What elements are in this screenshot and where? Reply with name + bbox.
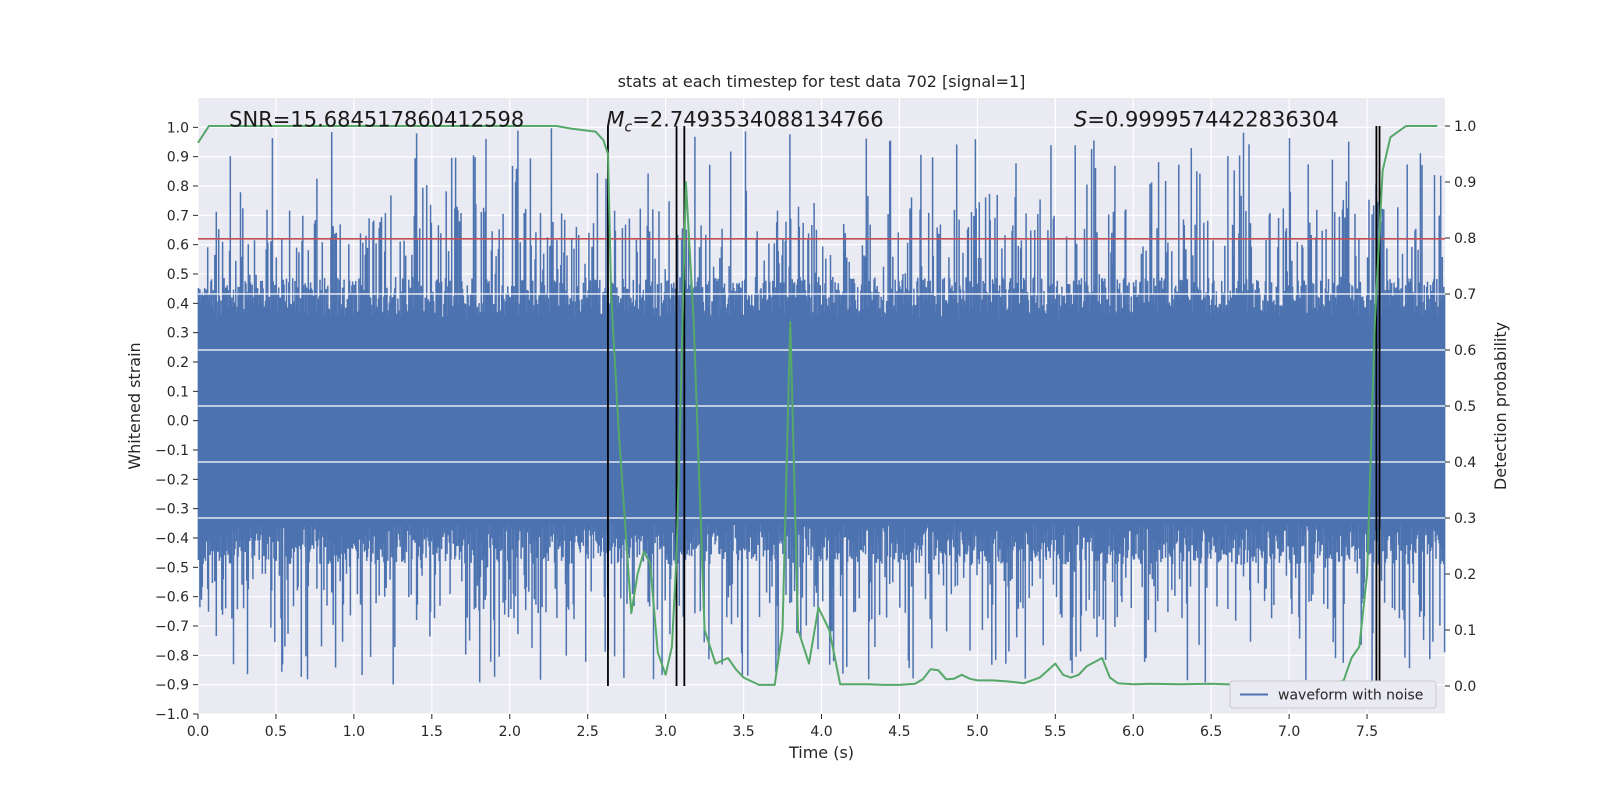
y-left-tick-label: 0.2: [167, 355, 189, 371]
chirp-mass-annotation: Mc=2.7493534088134766: [606, 108, 883, 136]
x-tick-label: 3.5: [732, 724, 754, 740]
s-symbol: S: [1074, 108, 1087, 132]
x-tick-label: 7.0: [1278, 724, 1300, 740]
x-tick-label: 1.5: [421, 724, 443, 740]
mc-value: =2.7493534088134766: [632, 108, 883, 132]
y-right-tick-label: 0.7: [1454, 287, 1476, 303]
y-axis-left-label: Whitened strain: [125, 342, 144, 469]
x-tick-label: 4.0: [810, 724, 832, 740]
x-tick-label: 3.0: [654, 724, 676, 740]
x-axis-label: Time (s): [788, 743, 854, 762]
x-tick-label: 6.5: [1200, 724, 1222, 740]
legend: waveform with noise: [1229, 680, 1437, 709]
waveform-line: [197, 128, 1446, 685]
x-tick-label: 0.5: [265, 724, 287, 740]
y-left-tick-label: 0.5: [167, 267, 189, 283]
y-left-tick-label: −0.1: [155, 443, 189, 459]
y-right-tick-label: 1.0: [1454, 119, 1476, 135]
y-left-tick-label: −0.3: [155, 502, 189, 518]
y-right-tick-label: 0.2: [1454, 567, 1476, 583]
y-left-tick-label: −0.4: [155, 531, 189, 547]
y-left-tick-label: −0.9: [155, 678, 189, 694]
y-left-tick-label: −0.7: [155, 619, 189, 635]
chart-title: stats at each timestep for test data 702…: [618, 72, 1026, 91]
legend-label-waveform: waveform with noise: [1278, 688, 1423, 704]
y-right-tick-label: 0.3: [1454, 511, 1476, 527]
y-left-tick-label: −0.6: [155, 590, 189, 606]
y-right-tick-label: 0.5: [1454, 399, 1476, 415]
y-right-tick-label: 0.4: [1454, 455, 1476, 471]
x-tick-label: 0.0: [187, 724, 209, 740]
overlay-lines: [198, 126, 1445, 686]
score-annotation: S=0.9999574422836304: [1074, 108, 1339, 132]
mc-symbol: M: [606, 108, 624, 132]
y-right-tick-label: 0.1: [1454, 623, 1476, 639]
x-tick-label: 6.0: [1122, 724, 1144, 740]
y-left-tick-label: 0.1: [167, 384, 189, 400]
y-left-tick-label: 0.6: [167, 238, 189, 254]
y-left-tick-label: 0.3: [167, 326, 189, 342]
x-tick-label: 7.5: [1356, 724, 1378, 740]
y-axis-right-label: Detection probability: [1491, 322, 1510, 490]
x-tick-label: 1.0: [343, 724, 365, 740]
y-right-tick-label: 0.6: [1454, 343, 1476, 359]
s-value: =0.9999574422836304: [1087, 108, 1338, 132]
x-tick-label: 5.5: [1044, 724, 1066, 740]
x-tick-label: 2.0: [499, 724, 521, 740]
y-left-tick-label: 0.9: [167, 150, 189, 166]
x-tick-label: 2.5: [577, 724, 599, 740]
y-right-tick-label: 0.8: [1454, 231, 1476, 247]
y-left-tick-label: −0.2: [155, 472, 189, 488]
y-left-tick-label: 0.4: [167, 296, 189, 312]
x-tick-label: 5.0: [966, 724, 988, 740]
axes-ticks: 0.0 0.5 1.0 1.5 2.0 2.5 3.0 3.5 4.0 4.5 5.0 5.5 6.0 6…: [155, 119, 1476, 740]
waveform-series: [197, 128, 1446, 685]
y-right-tick-label: 0.9: [1454, 175, 1476, 191]
y-left-tick-label: −0.5: [155, 560, 189, 576]
legend-box: [1229, 680, 1437, 709]
y-left-tick-label: −0.8: [155, 648, 189, 664]
y-left-tick-label: 1.0: [167, 120, 189, 136]
y-left-tick-label: −1.0: [155, 707, 189, 723]
y-left-tick-label: 0.7: [167, 208, 189, 224]
x-tick-label: 4.5: [888, 724, 910, 740]
mc-subscript: c: [625, 120, 633, 136]
y-right-tick-label: 0.0: [1454, 679, 1476, 695]
y-left-tick-label: 0.8: [167, 179, 189, 195]
y-left-tick-label: 0.0: [167, 414, 189, 430]
snr-annotation: SNR=15.684517860412598: [229, 108, 524, 132]
